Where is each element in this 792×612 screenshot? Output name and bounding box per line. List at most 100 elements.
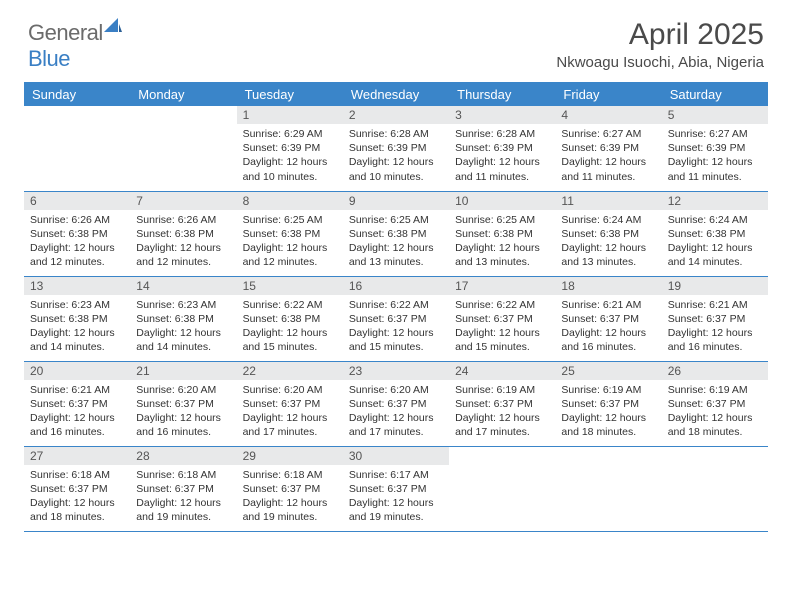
- day-info: Sunrise: 6:17 AMSunset: 6:37 PMDaylight:…: [343, 465, 449, 529]
- calendar-cell: 16Sunrise: 6:22 AMSunset: 6:37 PMDayligh…: [343, 276, 449, 361]
- day-number: 16: [343, 277, 449, 295]
- calendar-cell: 1Sunrise: 6:29 AMSunset: 6:39 PMDaylight…: [237, 106, 343, 191]
- calendar-cell: 14Sunrise: 6:23 AMSunset: 6:38 PMDayligh…: [130, 276, 236, 361]
- day-info: Sunrise: 6:24 AMSunset: 6:38 PMDaylight:…: [555, 210, 661, 274]
- weekday-header: Monday: [130, 83, 236, 107]
- day-info: Sunrise: 6:27 AMSunset: 6:39 PMDaylight:…: [662, 124, 768, 188]
- day-number: 10: [449, 192, 555, 210]
- calendar-cell: 5Sunrise: 6:27 AMSunset: 6:39 PMDaylight…: [662, 106, 768, 191]
- calendar-row: 20Sunrise: 6:21 AMSunset: 6:37 PMDayligh…: [24, 361, 768, 446]
- calendar-table: SundayMondayTuesdayWednesdayThursdayFrid…: [24, 82, 768, 532]
- calendar-cell-empty: ..: [662, 446, 768, 531]
- day-number: 2: [343, 106, 449, 124]
- day-info: Sunrise: 6:22 AMSunset: 6:37 PMDaylight:…: [343, 295, 449, 359]
- day-info: Sunrise: 6:26 AMSunset: 6:38 PMDaylight:…: [24, 210, 130, 274]
- calendar-row: 27Sunrise: 6:18 AMSunset: 6:37 PMDayligh…: [24, 446, 768, 531]
- day-info: Sunrise: 6:24 AMSunset: 6:38 PMDaylight:…: [662, 210, 768, 274]
- day-number: 30: [343, 447, 449, 465]
- calendar-cell: 18Sunrise: 6:21 AMSunset: 6:37 PMDayligh…: [555, 276, 661, 361]
- weekday-header: Friday: [555, 83, 661, 107]
- calendar-body: ....1Sunrise: 6:29 AMSunset: 6:39 PMDayl…: [24, 106, 768, 531]
- day-number: 25: [555, 362, 661, 380]
- calendar-cell: 19Sunrise: 6:21 AMSunset: 6:37 PMDayligh…: [662, 276, 768, 361]
- calendar-cell: 22Sunrise: 6:20 AMSunset: 6:37 PMDayligh…: [237, 361, 343, 446]
- day-number: 11: [555, 192, 661, 210]
- calendar-cell: 26Sunrise: 6:19 AMSunset: 6:37 PMDayligh…: [662, 361, 768, 446]
- day-info: Sunrise: 6:21 AMSunset: 6:37 PMDaylight:…: [24, 380, 130, 444]
- day-info: Sunrise: 6:21 AMSunset: 6:37 PMDaylight:…: [662, 295, 768, 359]
- day-number: 1: [237, 106, 343, 124]
- calendar-cell-empty: ..: [130, 106, 236, 191]
- calendar-cell: 10Sunrise: 6:25 AMSunset: 6:38 PMDayligh…: [449, 191, 555, 276]
- day-number: 28: [130, 447, 236, 465]
- calendar-cell: 27Sunrise: 6:18 AMSunset: 6:37 PMDayligh…: [24, 446, 130, 531]
- day-info: Sunrise: 6:29 AMSunset: 6:39 PMDaylight:…: [237, 124, 343, 188]
- calendar-cell: 17Sunrise: 6:22 AMSunset: 6:37 PMDayligh…: [449, 276, 555, 361]
- calendar-cell: 3Sunrise: 6:28 AMSunset: 6:39 PMDaylight…: [449, 106, 555, 191]
- calendar-cell: 4Sunrise: 6:27 AMSunset: 6:39 PMDaylight…: [555, 106, 661, 191]
- day-number: 12: [662, 192, 768, 210]
- calendar-cell: 8Sunrise: 6:25 AMSunset: 6:38 PMDaylight…: [237, 191, 343, 276]
- day-info: Sunrise: 6:18 AMSunset: 6:37 PMDaylight:…: [130, 465, 236, 529]
- sail-icon: [104, 18, 122, 32]
- calendar-row: 6Sunrise: 6:26 AMSunset: 6:38 PMDaylight…: [24, 191, 768, 276]
- month-title: April 2025: [556, 18, 764, 52]
- calendar-cell-empty: ..: [555, 446, 661, 531]
- brand-part1: General: [28, 20, 103, 45]
- day-number: 15: [237, 277, 343, 295]
- calendar-cell: 7Sunrise: 6:26 AMSunset: 6:38 PMDaylight…: [130, 191, 236, 276]
- calendar-cell: 24Sunrise: 6:19 AMSunset: 6:37 PMDayligh…: [449, 361, 555, 446]
- day-number: 29: [237, 447, 343, 465]
- calendar-cell: 6Sunrise: 6:26 AMSunset: 6:38 PMDaylight…: [24, 191, 130, 276]
- calendar: SundayMondayTuesdayWednesdayThursdayFrid…: [0, 82, 792, 532]
- day-number: 5: [662, 106, 768, 124]
- calendar-cell-empty: ..: [449, 446, 555, 531]
- calendar-cell: 9Sunrise: 6:25 AMSunset: 6:38 PMDaylight…: [343, 191, 449, 276]
- day-number: 18: [555, 277, 661, 295]
- day-info: Sunrise: 6:26 AMSunset: 6:38 PMDaylight:…: [130, 210, 236, 274]
- calendar-row: 13Sunrise: 6:23 AMSunset: 6:38 PMDayligh…: [24, 276, 768, 361]
- day-info: Sunrise: 6:20 AMSunset: 6:37 PMDaylight:…: [237, 380, 343, 444]
- calendar-row: ....1Sunrise: 6:29 AMSunset: 6:39 PMDayl…: [24, 106, 768, 191]
- weekday-header: Saturday: [662, 83, 768, 107]
- day-info: Sunrise: 6:22 AMSunset: 6:37 PMDaylight:…: [449, 295, 555, 359]
- day-number: 27: [24, 447, 130, 465]
- day-info: Sunrise: 6:20 AMSunset: 6:37 PMDaylight:…: [343, 380, 449, 444]
- day-number: 6: [24, 192, 130, 210]
- calendar-cell: 13Sunrise: 6:23 AMSunset: 6:38 PMDayligh…: [24, 276, 130, 361]
- day-number: 19: [662, 277, 768, 295]
- day-info: Sunrise: 6:25 AMSunset: 6:38 PMDaylight:…: [343, 210, 449, 274]
- day-number: 13: [24, 277, 130, 295]
- day-info: Sunrise: 6:18 AMSunset: 6:37 PMDaylight:…: [24, 465, 130, 529]
- calendar-cell: 12Sunrise: 6:24 AMSunset: 6:38 PMDayligh…: [662, 191, 768, 276]
- day-number: 22: [237, 362, 343, 380]
- day-info: Sunrise: 6:19 AMSunset: 6:37 PMDaylight:…: [662, 380, 768, 444]
- weekday-header: Thursday: [449, 83, 555, 107]
- day-number: 24: [449, 362, 555, 380]
- day-number: 3: [449, 106, 555, 124]
- day-info: Sunrise: 6:18 AMSunset: 6:37 PMDaylight:…: [237, 465, 343, 529]
- calendar-cell: 15Sunrise: 6:22 AMSunset: 6:38 PMDayligh…: [237, 276, 343, 361]
- calendar-cell-empty: ..: [24, 106, 130, 191]
- weekday-header: Tuesday: [237, 83, 343, 107]
- brand-part2: Blue: [28, 46, 70, 71]
- day-info: Sunrise: 6:19 AMSunset: 6:37 PMDaylight:…: [555, 380, 661, 444]
- day-number: 23: [343, 362, 449, 380]
- calendar-cell: 21Sunrise: 6:20 AMSunset: 6:37 PMDayligh…: [130, 361, 236, 446]
- calendar-cell: 25Sunrise: 6:19 AMSunset: 6:37 PMDayligh…: [555, 361, 661, 446]
- calendar-cell: 2Sunrise: 6:28 AMSunset: 6:39 PMDaylight…: [343, 106, 449, 191]
- weekday-header: Sunday: [24, 83, 130, 107]
- day-number: 14: [130, 277, 236, 295]
- day-number: 4: [555, 106, 661, 124]
- day-info: Sunrise: 6:28 AMSunset: 6:39 PMDaylight:…: [343, 124, 449, 188]
- location-text: Nkwoagu Isuochi, Abia, Nigeria: [556, 54, 764, 71]
- weekday-row: SundayMondayTuesdayWednesdayThursdayFrid…: [24, 83, 768, 107]
- page-header: GeneralBlue April 2025 Nkwoagu Isuochi, …: [0, 0, 792, 82]
- brand-logo: GeneralBlue: [28, 18, 122, 72]
- day-number: 7: [130, 192, 236, 210]
- calendar-cell: 29Sunrise: 6:18 AMSunset: 6:37 PMDayligh…: [237, 446, 343, 531]
- day-number: 9: [343, 192, 449, 210]
- day-info: Sunrise: 6:28 AMSunset: 6:39 PMDaylight:…: [449, 124, 555, 188]
- calendar-cell: 20Sunrise: 6:21 AMSunset: 6:37 PMDayligh…: [24, 361, 130, 446]
- day-number: 8: [237, 192, 343, 210]
